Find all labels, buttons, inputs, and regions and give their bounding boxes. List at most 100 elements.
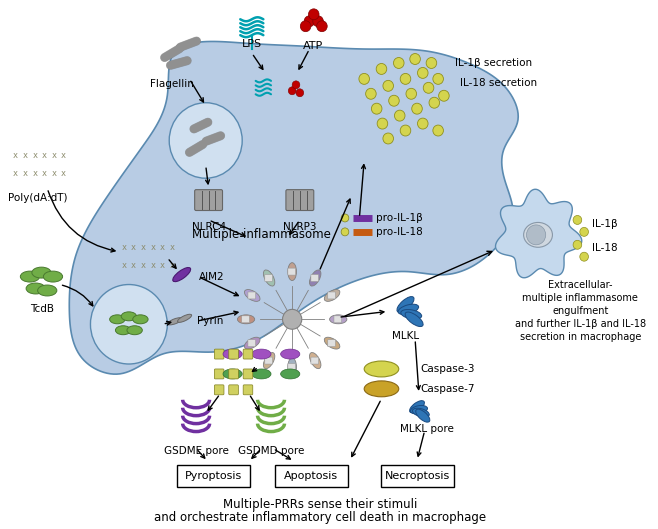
FancyBboxPatch shape bbox=[215, 385, 224, 395]
Circle shape bbox=[439, 90, 449, 101]
Ellipse shape bbox=[416, 409, 430, 422]
Circle shape bbox=[400, 74, 411, 84]
Text: x: x bbox=[13, 151, 18, 160]
Circle shape bbox=[292, 81, 300, 89]
FancyBboxPatch shape bbox=[243, 385, 253, 395]
FancyBboxPatch shape bbox=[311, 275, 318, 281]
Text: TcdB: TcdB bbox=[30, 304, 55, 314]
Ellipse shape bbox=[324, 337, 340, 349]
Circle shape bbox=[573, 240, 582, 249]
Text: x: x bbox=[160, 261, 165, 270]
Circle shape bbox=[580, 252, 588, 261]
FancyBboxPatch shape bbox=[243, 349, 253, 359]
Circle shape bbox=[417, 118, 428, 129]
Circle shape bbox=[406, 88, 417, 99]
Text: GSDME pore: GSDME pore bbox=[164, 446, 228, 457]
Text: IL-18 secretion: IL-18 secretion bbox=[460, 78, 538, 88]
Text: x: x bbox=[32, 169, 38, 178]
Circle shape bbox=[341, 228, 349, 236]
Text: GSDMD pore: GSDMD pore bbox=[238, 446, 304, 457]
Circle shape bbox=[359, 74, 370, 84]
Text: x: x bbox=[151, 243, 155, 252]
FancyBboxPatch shape bbox=[229, 385, 238, 395]
Ellipse shape bbox=[178, 314, 191, 322]
Circle shape bbox=[580, 227, 588, 236]
Text: x: x bbox=[61, 169, 66, 178]
Circle shape bbox=[394, 110, 405, 121]
Ellipse shape bbox=[364, 381, 399, 397]
Text: x: x bbox=[122, 243, 126, 252]
Text: pro-IL-1β: pro-IL-1β bbox=[376, 213, 422, 223]
Circle shape bbox=[296, 89, 304, 97]
Circle shape bbox=[426, 58, 437, 68]
Polygon shape bbox=[69, 41, 519, 374]
Text: x: x bbox=[51, 169, 57, 178]
FancyBboxPatch shape bbox=[275, 466, 348, 487]
Text: and orchestrate inflammatory cell death in macrophage: and orchestrate inflammatory cell death … bbox=[154, 511, 486, 524]
Ellipse shape bbox=[413, 408, 429, 417]
Circle shape bbox=[429, 97, 440, 108]
Ellipse shape bbox=[252, 349, 271, 359]
FancyBboxPatch shape bbox=[334, 316, 342, 323]
Text: x: x bbox=[160, 243, 165, 252]
Text: x: x bbox=[42, 151, 47, 160]
Text: x: x bbox=[61, 151, 66, 160]
FancyBboxPatch shape bbox=[229, 349, 238, 359]
Ellipse shape bbox=[364, 361, 399, 377]
Ellipse shape bbox=[252, 369, 271, 379]
FancyBboxPatch shape bbox=[286, 190, 314, 211]
FancyBboxPatch shape bbox=[265, 275, 272, 281]
Text: x: x bbox=[141, 261, 146, 270]
Text: x: x bbox=[151, 261, 155, 270]
Circle shape bbox=[371, 103, 382, 114]
Ellipse shape bbox=[115, 326, 131, 335]
Text: x: x bbox=[131, 243, 136, 252]
Circle shape bbox=[366, 88, 376, 99]
Circle shape bbox=[304, 16, 315, 27]
FancyBboxPatch shape bbox=[288, 363, 295, 370]
Ellipse shape bbox=[405, 312, 423, 326]
Ellipse shape bbox=[288, 263, 297, 280]
Text: MLKL pore: MLKL pore bbox=[399, 424, 453, 434]
Text: Necroptosis: Necroptosis bbox=[384, 471, 449, 481]
Ellipse shape bbox=[127, 326, 142, 335]
FancyBboxPatch shape bbox=[380, 466, 453, 487]
FancyBboxPatch shape bbox=[328, 292, 336, 299]
Ellipse shape bbox=[330, 315, 347, 324]
Circle shape bbox=[573, 215, 582, 224]
Text: x: x bbox=[22, 169, 28, 178]
Ellipse shape bbox=[324, 289, 340, 302]
Text: Multiple inflammasome: Multiple inflammasome bbox=[192, 228, 331, 241]
Ellipse shape bbox=[133, 315, 148, 324]
Circle shape bbox=[417, 68, 428, 78]
Ellipse shape bbox=[238, 315, 255, 324]
Circle shape bbox=[412, 103, 422, 114]
Circle shape bbox=[383, 133, 393, 144]
Ellipse shape bbox=[288, 358, 297, 376]
Ellipse shape bbox=[263, 270, 275, 286]
Circle shape bbox=[377, 118, 388, 129]
Ellipse shape bbox=[398, 304, 418, 315]
Text: x: x bbox=[22, 151, 28, 160]
Circle shape bbox=[433, 125, 443, 136]
FancyBboxPatch shape bbox=[229, 369, 238, 379]
Text: IL-1β secretion: IL-1β secretion bbox=[455, 58, 532, 68]
Circle shape bbox=[433, 74, 443, 84]
Ellipse shape bbox=[110, 315, 125, 324]
Circle shape bbox=[376, 63, 387, 75]
FancyBboxPatch shape bbox=[311, 357, 318, 364]
Text: x: x bbox=[141, 243, 146, 252]
FancyBboxPatch shape bbox=[265, 357, 272, 364]
Circle shape bbox=[410, 53, 420, 65]
Ellipse shape bbox=[121, 312, 137, 321]
Circle shape bbox=[313, 16, 323, 27]
Ellipse shape bbox=[401, 309, 422, 319]
Text: Extracellular-
multiple inflammasome
engulfment
and further IL-1β and IL-18
secr: Extracellular- multiple inflammasome eng… bbox=[515, 279, 646, 342]
Circle shape bbox=[383, 80, 393, 92]
Text: Pyroptosis: Pyroptosis bbox=[185, 471, 242, 481]
Ellipse shape bbox=[244, 289, 260, 302]
Ellipse shape bbox=[524, 222, 553, 247]
Text: ATP: ATP bbox=[303, 41, 324, 51]
Text: x: x bbox=[32, 151, 38, 160]
Circle shape bbox=[341, 214, 349, 222]
